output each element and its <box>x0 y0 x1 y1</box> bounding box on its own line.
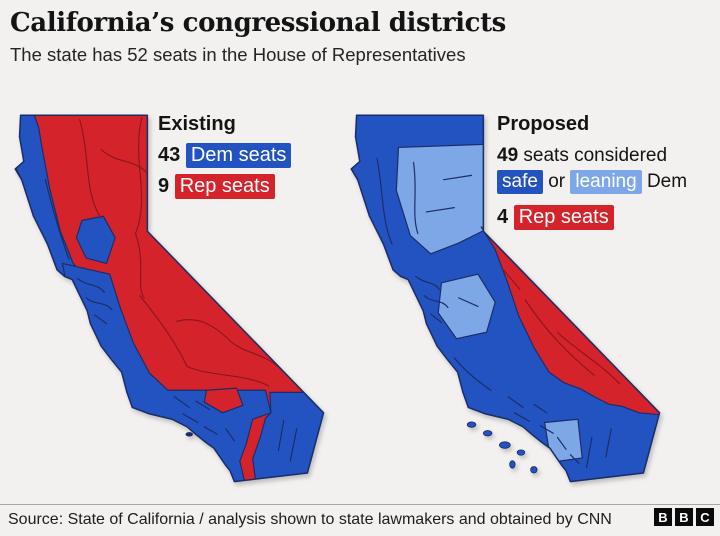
existing-channel-island <box>185 432 194 437</box>
proposed-rep-row: 4 Rep seats <box>497 205 712 231</box>
proposed-leaning-chip: leaning <box>570 169 642 194</box>
bbc-logo-block-2: B <box>675 508 693 526</box>
proposed-leaning-valley-region <box>437 273 496 340</box>
source-attribution: Source: State of California / analysis s… <box>8 511 612 528</box>
proposed-district-lines-la <box>507 396 612 469</box>
proposed-leaning-socal-region <box>544 418 583 463</box>
proposed-rep-chip: Rep seats <box>513 205 614 231</box>
proposed-district-lines-bay <box>415 275 492 391</box>
page-title: California’s congressional districts <box>10 8 506 38</box>
proposed-dem-count: 49 <box>497 145 519 166</box>
existing-dem-chip: Dem seats <box>185 143 292 168</box>
proposed-or-text: or <box>548 170 566 192</box>
bbc-logo: B B C <box>654 508 714 526</box>
proposed-dem-count-text: seats considered <box>523 145 668 166</box>
proposed-channel-islands <box>466 421 538 474</box>
page-subtitle: The state has 52 seats in the House of R… <box>10 44 466 65</box>
proposed-rep-count: 4 <box>497 206 509 229</box>
proposed-safe-chip: safe <box>497 169 543 194</box>
existing-district-lines-la <box>173 396 298 462</box>
footer-divider <box>0 504 720 505</box>
proposed-legend: Proposed 49 seats considered safe or lea… <box>497 113 712 231</box>
existing-rep-chip: Rep seats <box>174 174 275 199</box>
proposed-legend-heading: Proposed <box>497 113 590 135</box>
existing-rep-row: 9 Rep seats <box>158 174 338 199</box>
existing-rep-count: 9 <box>158 175 170 197</box>
existing-map <box>14 114 325 483</box>
existing-district-lines-coast <box>44 179 113 325</box>
proposed-district-lines-north <box>376 157 473 245</box>
bbc-logo-block-1: B <box>654 508 672 526</box>
existing-legend: Existing 43 Dem seats 9 Rep seats <box>158 113 338 199</box>
existing-dem-sacramento-region <box>75 215 116 265</box>
existing-legend-heading: Existing <box>158 113 236 135</box>
bbc-logo-block-3: C <box>696 508 714 526</box>
existing-district-lines-north <box>79 116 148 299</box>
existing-dem-row: 43 Dem seats <box>158 143 338 168</box>
existing-district-lines-valley <box>139 295 282 387</box>
proposed-dem-summary: 49 seats considered safe or leaning Dem <box>497 143 712 194</box>
existing-rep-inland-socal-region <box>203 387 244 414</box>
proposed-dem-text: Dem <box>646 170 688 192</box>
proposed-district-lines-east <box>501 267 621 385</box>
proposed-map <box>350 114 661 483</box>
existing-dem-count: 43 <box>158 144 181 166</box>
